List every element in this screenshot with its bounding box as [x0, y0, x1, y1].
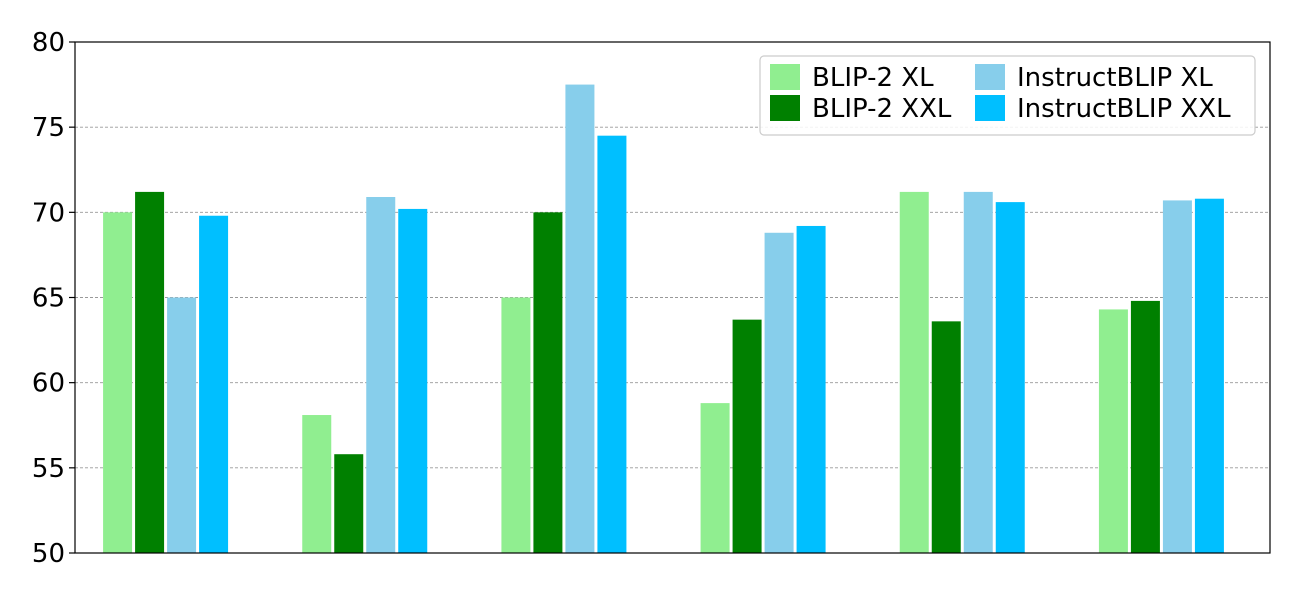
- bar-blip-2-xl-5: [899, 191, 929, 554]
- y-axis: 50 55 60 65 70 75 80: [32, 28, 75, 569]
- bar-instructblip-xxl-3: [597, 135, 627, 553]
- bar-blip-2-xl-2: [302, 415, 332, 553]
- bar-instructblip-xl-5: [963, 191, 993, 554]
- legend-box: [759, 55, 1256, 136]
- legend-swatch: [770, 95, 800, 121]
- legend-swatch: [770, 64, 800, 90]
- bar-blip-2-xxl-2: [334, 454, 364, 553]
- bar-instructblip-xl-4: [764, 232, 794, 554]
- y-tick-label: 65: [32, 284, 65, 314]
- legend-label: BLIP-2 XL: [812, 63, 934, 93]
- bar-blip-2-xl-3: [501, 297, 531, 553]
- legend-label: InstructBLIP XL: [1017, 63, 1213, 93]
- bar-instructblip-xl-3: [565, 84, 595, 553]
- legend-label: BLIP-2 XXL: [812, 94, 952, 124]
- y-tick-label: 70: [32, 198, 65, 228]
- bar-blip-2-xxl-5: [931, 321, 961, 553]
- bar-instructblip-xxl-2: [398, 208, 428, 553]
- bar-blip-2-xxl-6: [1130, 300, 1160, 553]
- legend-swatch: [975, 95, 1005, 121]
- bar-instructblip-xxl-1: [199, 215, 229, 554]
- bar-blip-2-xl-1: [103, 212, 133, 554]
- bar-instructblip-xl-1: [167, 297, 197, 553]
- bar-blip-2-xxl-1: [135, 191, 165, 554]
- y-tick-label: 75: [32, 113, 65, 143]
- bar-blip-2-xxl-3: [533, 212, 563, 554]
- y-tick-label: 50: [32, 539, 65, 569]
- bars: [103, 84, 1224, 554]
- bar-instructblip-xxl-4: [796, 225, 826, 553]
- gridlines: [75, 126, 1270, 469]
- legend-swatch: [975, 64, 1005, 90]
- legend-label: InstructBLIP XXL: [1017, 94, 1231, 124]
- bar-blip-2-xxl-4: [732, 319, 762, 553]
- bar-instructblip-xxl-5: [995, 202, 1025, 553]
- y-tick-label: 60: [32, 369, 65, 399]
- y-tick-label: 80: [32, 28, 65, 58]
- bar-instructblip-xxl-6: [1194, 198, 1224, 553]
- bar-blip-2-xl-6: [1098, 309, 1128, 553]
- bar-instructblip-xl-2: [366, 197, 396, 553]
- y-tick-label: 55: [32, 454, 65, 484]
- bar-blip-2-xl-4: [700, 403, 730, 553]
- bar-instructblip-xl-6: [1162, 200, 1192, 553]
